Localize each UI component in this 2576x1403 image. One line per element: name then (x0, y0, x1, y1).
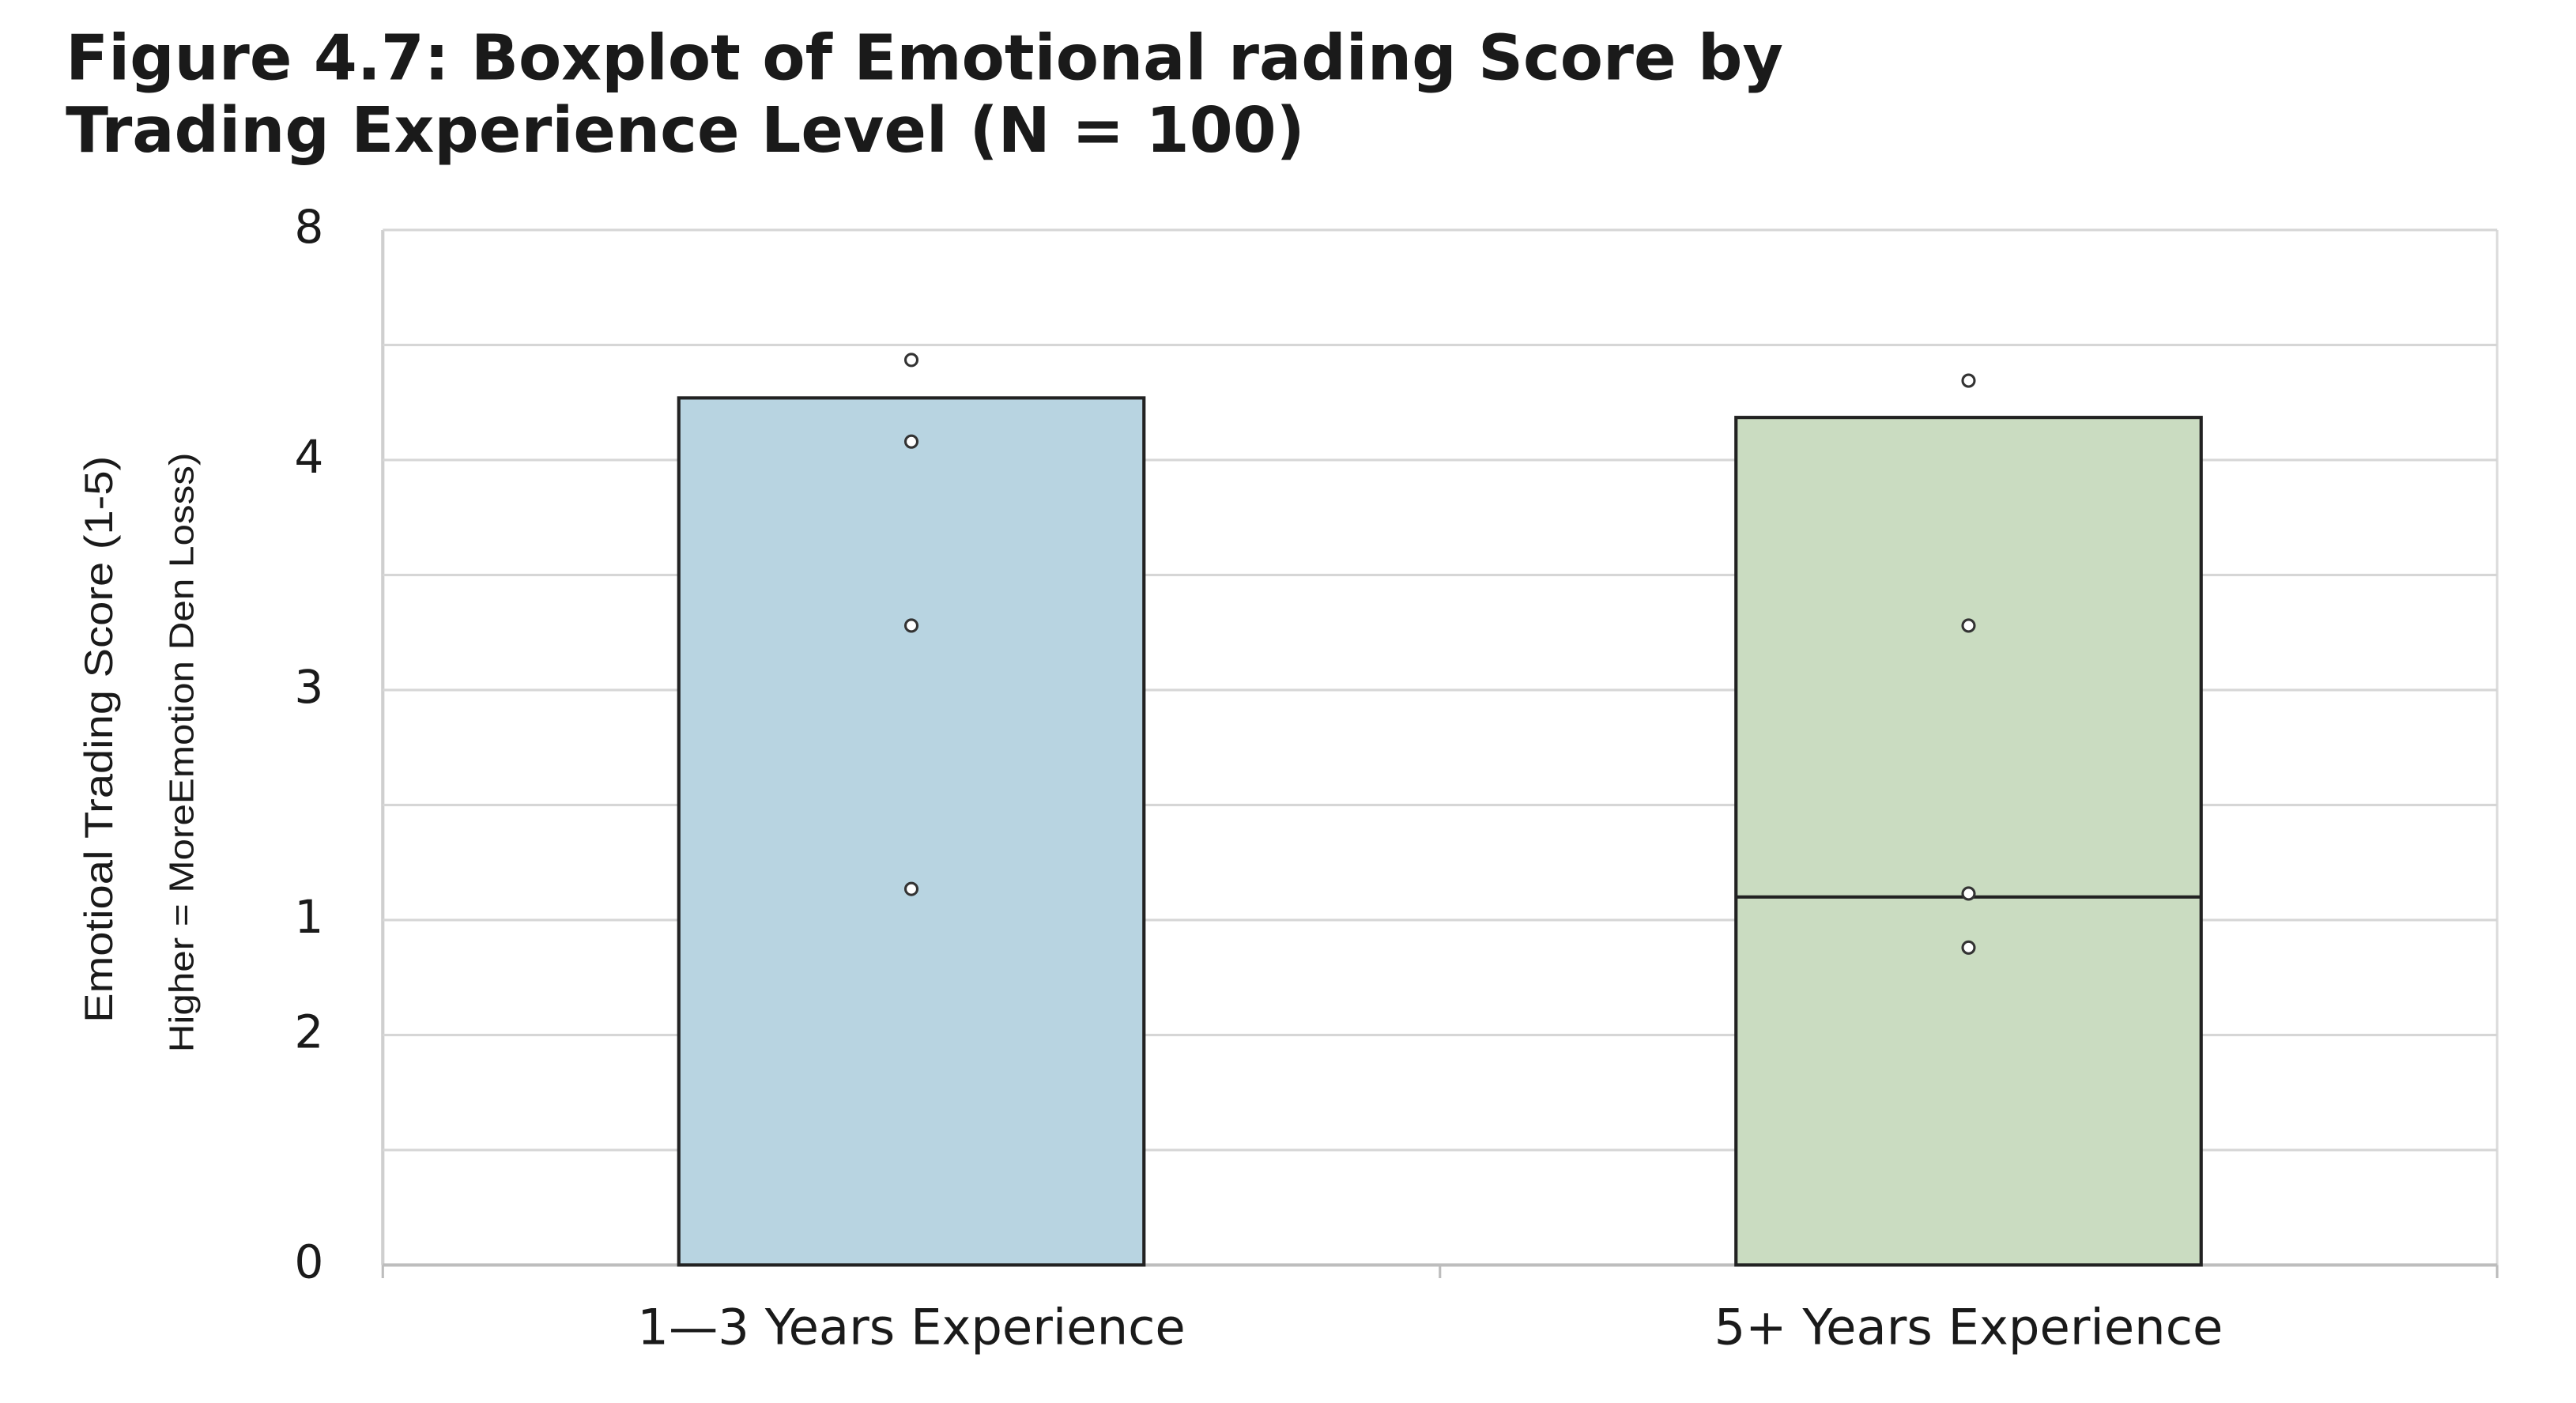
outlier (903, 618, 919, 633)
y-axis-sublabel: Higher = MoreEmotion Den Losss) (162, 453, 201, 1053)
y-tick-label: 3 (294, 660, 323, 714)
y-tick-label: 1 (294, 890, 323, 944)
y-axis-label: Emotioal Trading Score (1-5) (77, 456, 121, 1023)
chart-title: Trading Experience Level (N = 100) (66, 94, 1305, 167)
x-tick-label: 5+ Years Experience (1714, 1299, 2223, 1356)
outlier (1961, 373, 1976, 388)
y-tick-label: 4 (294, 430, 323, 484)
y-tick-label: 8 (294, 200, 323, 254)
outlier (903, 881, 919, 896)
outlier (1961, 940, 1976, 955)
outlier (1961, 886, 1976, 901)
outlier (903, 353, 919, 368)
x-tick-label: 1—3 Years Experience (637, 1299, 1185, 1356)
outlier (1961, 618, 1976, 633)
box (677, 396, 1146, 1267)
y-tick-label: 0 (294, 1235, 323, 1289)
box (1734, 416, 2203, 1267)
y-tick-label: 2 (294, 1005, 323, 1059)
chart-title: Figure 4.7: Boxplot of Emotional rading … (66, 21, 1783, 94)
outlier (903, 434, 919, 449)
